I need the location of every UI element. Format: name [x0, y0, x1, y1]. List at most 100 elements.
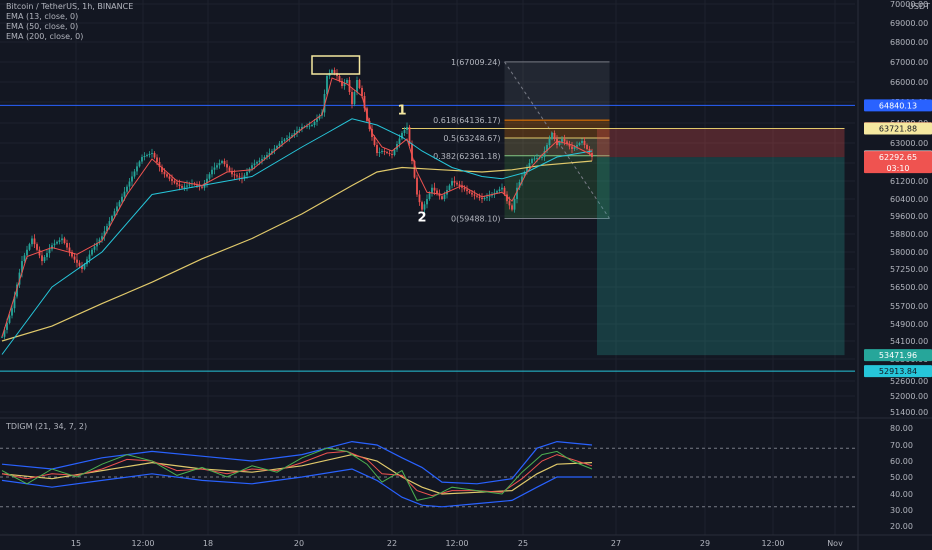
osc-y-tick-label: 60.00	[890, 457, 913, 466]
osc-y-tick-label: 20.00	[890, 522, 913, 531]
candle-body	[176, 182, 178, 185]
y-tick-label: 56500.00	[890, 283, 928, 292]
fib-level-label: 0.618(64136.17)	[433, 116, 500, 125]
osc-y-tick-label: 70.00	[890, 441, 913, 450]
candle-body	[81, 265, 83, 269]
candle-body	[293, 133, 296, 135]
osc-rsi-line	[1, 447, 593, 501]
fib-level-label: 1(67009.24)	[451, 58, 501, 67]
candle-body	[161, 166, 163, 172]
y-tick-label: 63000.00	[890, 139, 928, 148]
candle-body	[278, 143, 281, 146]
candle-body	[428, 193, 431, 199]
candle-body	[181, 186, 183, 188]
price-tag-entry: 63721.88	[879, 125, 917, 134]
price-tag-entry-bg	[864, 122, 932, 135]
candle-body	[286, 138, 288, 140]
osc-y-tick-label: 40.00	[890, 490, 913, 499]
price-tag-target: 53471.96	[879, 351, 917, 360]
candle-body	[356, 80, 358, 92]
y-tick-label: 55700.00	[890, 302, 928, 311]
price-tag-teal-line-bg	[864, 365, 932, 378]
y-tick-label: 54900.00	[890, 320, 928, 329]
candle-body	[433, 187, 436, 191]
candle-body	[443, 194, 446, 199]
candle-body	[171, 178, 173, 181]
x-tick-label: 20	[294, 539, 304, 548]
candle-body	[341, 81, 343, 86]
candle-body	[66, 243, 68, 248]
candle-body	[501, 187, 503, 190]
price-tag-blue-line-bg	[864, 99, 932, 112]
candle-body	[491, 194, 493, 196]
legend-ema13[interactable]: EMA (13, close, 0)	[6, 12, 79, 21]
candle-body	[311, 125, 313, 126]
candle-body	[358, 80, 361, 88]
candle-body	[573, 147, 576, 149]
candle-body	[118, 201, 121, 207]
price-tag-current-1: 62292.65	[879, 153, 917, 162]
candle-body	[388, 153, 391, 154]
candle-body	[423, 204, 426, 210]
candle-body	[301, 127, 303, 129]
candle-body	[133, 171, 136, 177]
candle-body	[516, 187, 518, 199]
legend-symbol[interactable]: Bitcoin / TetherUS, 1h, BINANCE	[6, 2, 134, 11]
x-tick-label: 27	[611, 539, 621, 548]
candle-body	[376, 145, 378, 153]
candle-body	[236, 175, 238, 177]
candle-body	[453, 181, 456, 183]
candle-body	[386, 152, 388, 153]
candle-body	[151, 153, 153, 154]
fib-level-label: 0.5(63248.67)	[443, 134, 500, 143]
candle-body	[481, 197, 483, 199]
candle-body	[383, 151, 386, 152]
candle-body	[178, 184, 181, 187]
candle-body	[488, 195, 491, 197]
candle-body	[38, 249, 41, 256]
candle-body	[136, 166, 138, 172]
candle-body	[26, 249, 28, 256]
candle-body	[31, 238, 33, 245]
candle-body	[56, 241, 58, 244]
candle-body	[326, 76, 328, 94]
candle-body	[471, 192, 473, 195]
candle-body	[188, 184, 191, 186]
y-tick-label: 68000.00	[890, 38, 928, 47]
candle-body	[568, 144, 571, 147]
y-tick-label: 58000.00	[890, 248, 928, 257]
candle-body	[398, 138, 401, 144]
legend-ema50[interactable]: EMA (50, close, 0)	[6, 22, 79, 31]
osc-signal-line	[1, 450, 593, 497]
candle-body	[473, 194, 476, 196]
indicator-legend[interactable]: TDIGM (21, 34, 7, 2)	[6, 422, 88, 431]
candle-body	[563, 139, 566, 142]
osc-y-tick-label: 30.00	[890, 506, 913, 515]
candle-body	[271, 151, 273, 153]
candle-body	[73, 256, 76, 260]
x-tick-label: Nov	[827, 539, 843, 548]
candle-body	[531, 159, 533, 163]
legend-ema200[interactable]: EMA (200, close, 0)	[6, 32, 84, 41]
candle-body	[263, 157, 266, 159]
candle-body	[123, 191, 126, 197]
candle-body	[276, 146, 278, 149]
candle-body	[216, 165, 218, 168]
candle-body	[296, 131, 298, 133]
candle-body	[413, 161, 416, 178]
price-tag-current-1-countdown: 03:10	[886, 164, 909, 173]
candle-body	[61, 238, 63, 241]
candle-body	[221, 161, 223, 163]
position-target-zone	[597, 157, 845, 356]
candle-body	[48, 249, 51, 254]
x-tick-label: 12:00	[445, 539, 468, 548]
ema200-line	[1, 160, 593, 342]
candle-body	[93, 246, 96, 250]
candle-body	[466, 189, 468, 192]
price-tag-teal-line: 52913.84	[879, 367, 917, 376]
candle-body	[463, 187, 466, 190]
candle-body	[43, 257, 46, 262]
candle-body	[121, 196, 123, 202]
candle-body	[58, 240, 61, 242]
